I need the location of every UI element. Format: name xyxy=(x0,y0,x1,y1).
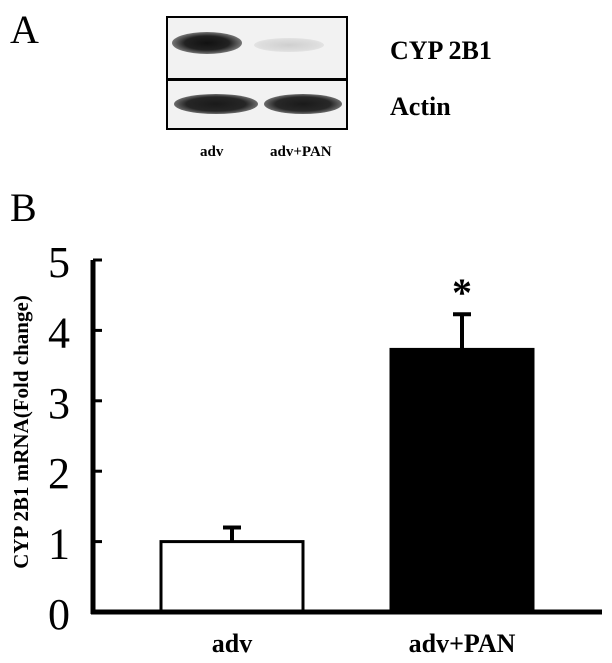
x-category-label: adv xyxy=(212,629,252,658)
panel-a-label: A xyxy=(10,7,39,52)
blot-row-label-cyp2b1: CYP 2B1 xyxy=(390,36,492,65)
blot-row-label-actin: Actin xyxy=(390,92,451,121)
actin-band-adv-pan xyxy=(264,94,342,114)
y-tick-label: 2 xyxy=(48,449,70,498)
cyp2b1-band-adv xyxy=(172,32,242,54)
bar-adv-pan xyxy=(389,347,535,614)
y-tick-label: 5 xyxy=(48,238,70,287)
cyp2b1-band-adv-pan xyxy=(254,38,324,52)
lane-label-adv: adv xyxy=(200,144,224,160)
actin-band-adv xyxy=(174,94,258,114)
y-tick-label: 4 xyxy=(48,308,70,357)
bar-adv xyxy=(159,540,305,614)
lane-label-adv-pan: adv+PAN xyxy=(270,144,332,160)
y-tick-label: 3 xyxy=(48,379,70,428)
y-tick-label: 1 xyxy=(48,520,70,569)
x-category-label: adv+PAN xyxy=(409,629,516,658)
panel-b-label: B xyxy=(10,185,37,230)
y-axis-title: CYP 2B1 mRNA(Fold change) xyxy=(9,295,33,569)
significance-asterisk: * xyxy=(452,270,472,315)
blot-divider xyxy=(168,78,346,81)
western-blot-image xyxy=(166,16,348,130)
y-tick-label: 0 xyxy=(48,590,70,639)
